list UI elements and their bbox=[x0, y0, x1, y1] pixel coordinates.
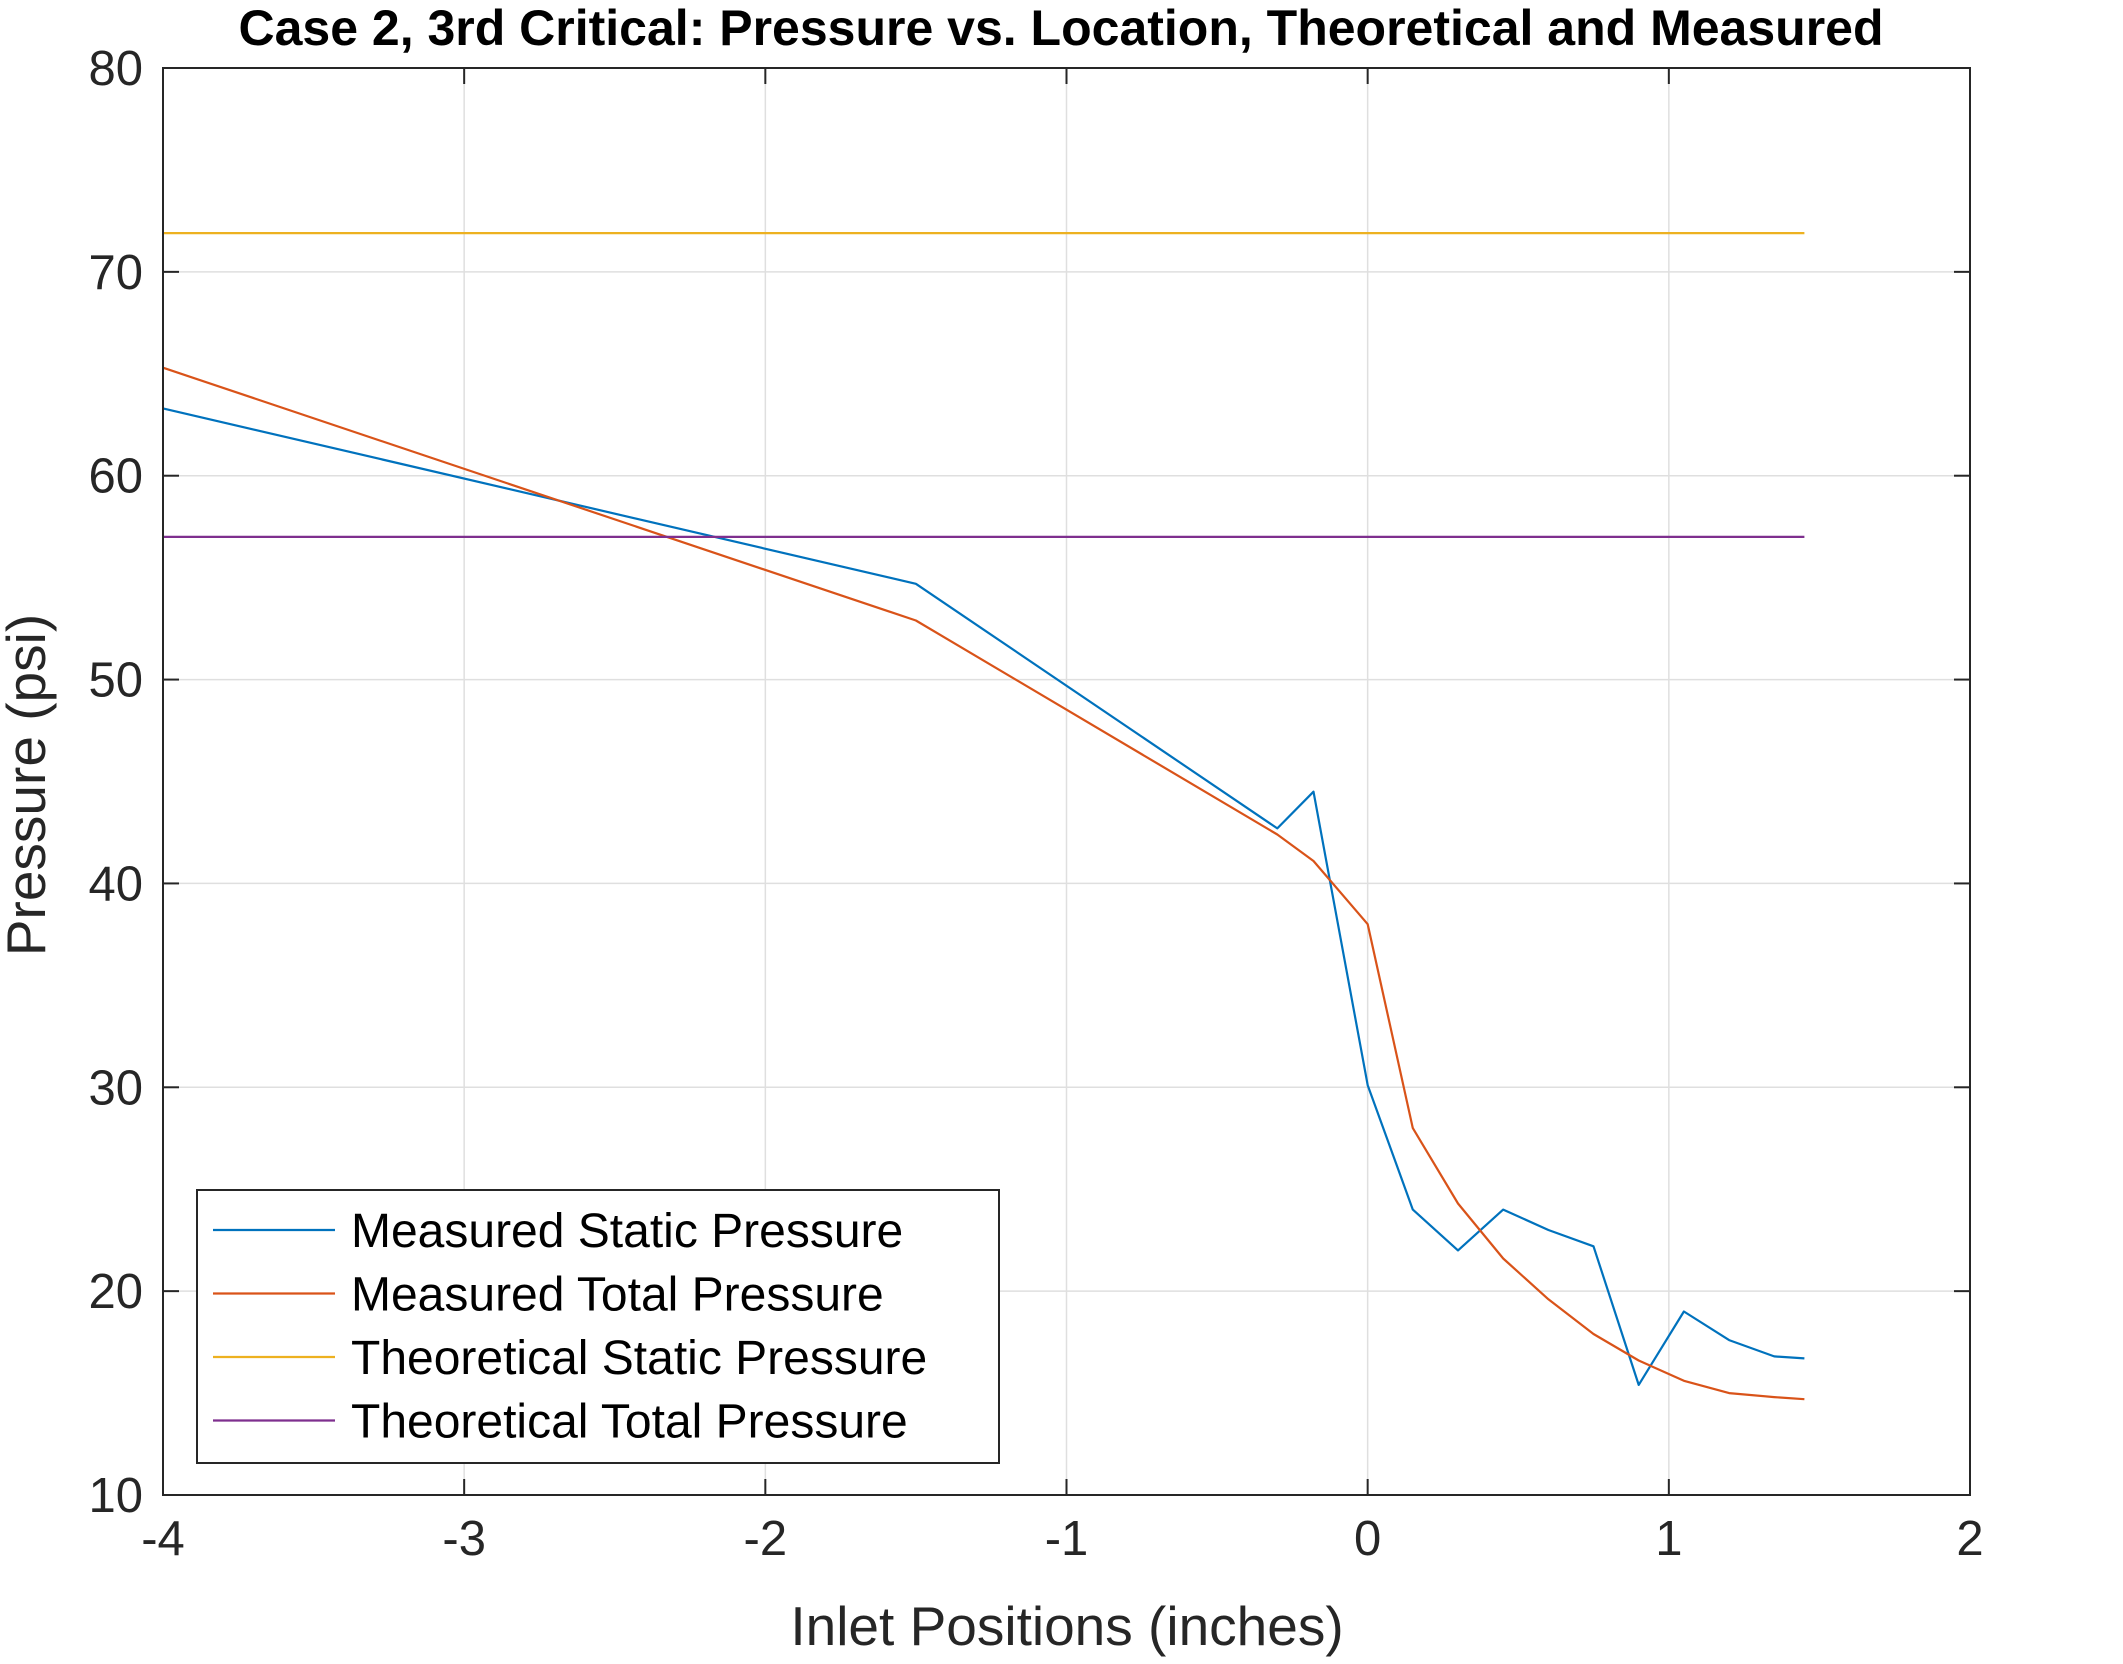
legend-label: Measured Static Pressure bbox=[351, 1205, 903, 1258]
legend-box bbox=[196, 1189, 1000, 1464]
series-line-2 bbox=[162, 366, 1805, 1401]
x-tick-label: 2 bbox=[1956, 1512, 1983, 1566]
x-tick-label: -1 bbox=[1045, 1512, 1089, 1566]
x-axis-label: Inlet Positions (inches) bbox=[790, 1595, 1343, 1657]
x-tick-label: -3 bbox=[442, 1512, 486, 1566]
y-tick-label: 70 bbox=[88, 246, 143, 300]
legend-label: Measured Total Pressure bbox=[351, 1269, 884, 1322]
y-tick-label: 80 bbox=[88, 42, 143, 96]
x-tick-label: 0 bbox=[1354, 1512, 1381, 1566]
legend-label: Theoretical Total Pressure bbox=[351, 1396, 908, 1449]
y-tick-label: 50 bbox=[88, 654, 143, 708]
y-tick-label: 30 bbox=[88, 1061, 143, 1115]
y-tick-label: 40 bbox=[88, 857, 143, 911]
legend: Measured Static Pressure Measured Total P… bbox=[196, 1189, 1000, 1464]
x-tick-label: 1 bbox=[1655, 1512, 1682, 1566]
y-tick-label: 60 bbox=[88, 450, 143, 504]
legend-label: Theoretical Static Pressure bbox=[351, 1332, 927, 1385]
chart-title: Case 2, 3rd Critical: Pressure vs. Locat… bbox=[238, 0, 1883, 56]
x-tick-label: -2 bbox=[744, 1512, 788, 1566]
grid bbox=[162, 67, 1971, 1496]
x-tick-label: -4 bbox=[141, 1512, 185, 1566]
series-line-1 bbox=[162, 407, 1805, 1387]
y-axis-label: Pressure (psi) bbox=[0, 614, 57, 956]
y-tick-label: 10 bbox=[88, 1469, 143, 1523]
axis-ticks: -4 -3 -2 -1 0 1 2 10 20 30 40 50 60 70 80 bbox=[88, 42, 1983, 1566]
plot-lines bbox=[162, 232, 1805, 1401]
y-tick-label: 20 bbox=[88, 1265, 143, 1319]
